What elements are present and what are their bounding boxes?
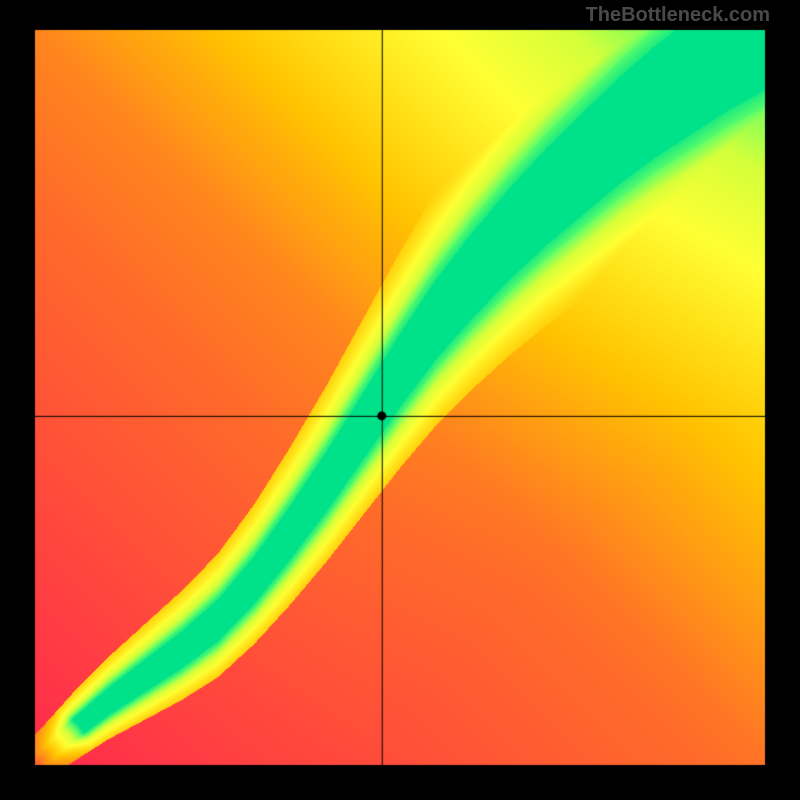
heatmap-chart — [0, 0, 800, 800]
watermark-label: TheBottleneck.com — [586, 4, 770, 27]
